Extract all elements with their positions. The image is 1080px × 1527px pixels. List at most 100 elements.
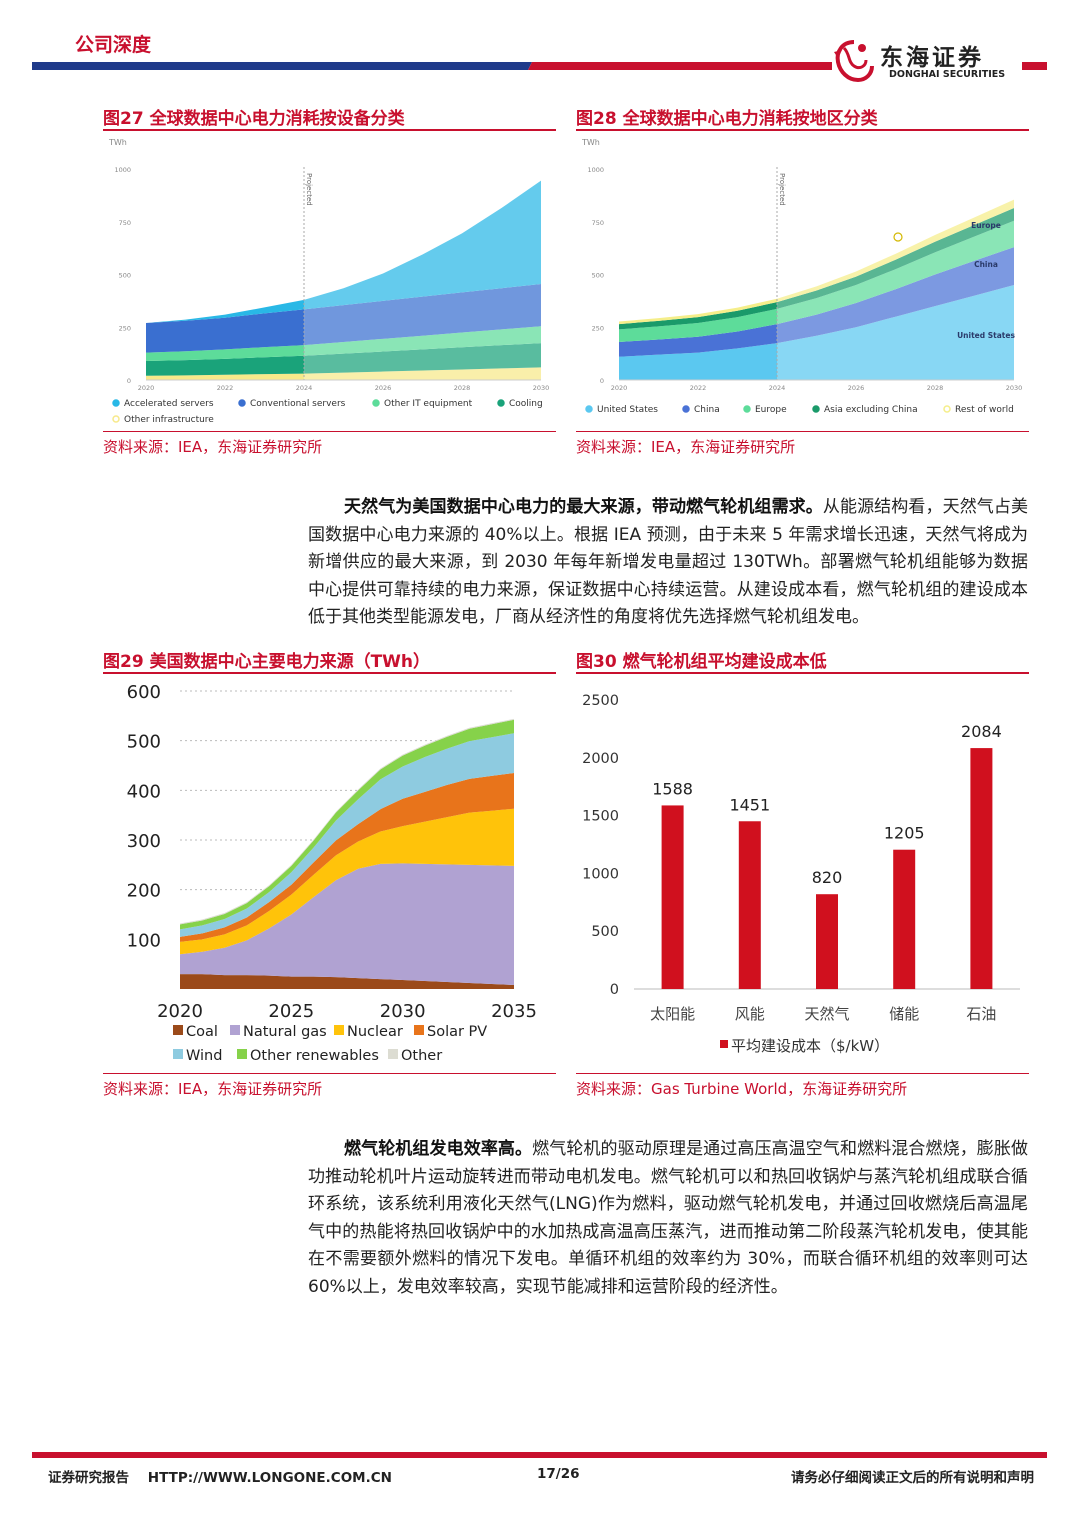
x-tick-label-2035: 2035 <box>491 1001 537 1022</box>
x-tick-label-1: 风能 <box>735 1005 765 1023</box>
fig27-bottom-rule <box>103 431 556 432</box>
legend-label-natural-gas: Natural gas <box>243 1024 327 1040</box>
footer-report-url[interactable]: 证券研究报告 HTTP://WWW.LONGONE.COM.CN <box>48 1470 392 1486</box>
x-tick-label-2030: 2030 <box>533 384 550 392</box>
legend-swatch-conventional-servers <box>238 399 246 407</box>
paragraph-efficiency-body: 燃气轮机的驱动原理是通过高压高温空气和燃料混合燃烧，膨胀做功推动轮机叶片运动旋转… <box>308 1139 1029 1297</box>
y-tick-label-100: 100 <box>127 930 161 951</box>
x-tick-label-2022: 2022 <box>217 384 234 392</box>
area-series-solar-pv <box>180 772 514 942</box>
paragraph-natural-gas-lead: 天然气为美国数据中心电力的最大来源，带动燃气轮机组需求。 <box>344 497 823 517</box>
legend-swatch-wind <box>173 1049 183 1059</box>
bar-2 <box>816 894 838 989</box>
bar-value-label-0: 1588 <box>652 779 693 798</box>
legend-swatch-nuclear <box>334 1025 344 1035</box>
fig27-rule <box>103 129 556 131</box>
y-tick-label-500: 500 <box>591 924 619 940</box>
header-section-title: 公司深度 <box>75 34 152 56</box>
y-tick-label-200: 200 <box>127 881 161 902</box>
fig30-rule <box>576 672 1029 674</box>
x-tick-label-2022: 2022 <box>690 384 707 392</box>
legend-label-conventional-servers: Conventional servers <box>250 399 346 409</box>
fig27-source: 资料来源：IEA，东海证券研究所 <box>103 438 323 456</box>
x-tick-label-2: 天然气 <box>804 1005 849 1023</box>
y-tick-label-300: 300 <box>127 831 161 852</box>
bar-3 <box>893 849 916 989</box>
x-tick-label-2020: 2020 <box>611 384 628 392</box>
y-tick-label-250: 250 <box>119 324 131 332</box>
legend-label: 平均建设成本（$/kW） <box>731 1037 889 1055</box>
legend-swatch-rest-of-world <box>943 405 951 413</box>
legend-label-other-infrastructure: Other infrastructure <box>124 415 214 425</box>
y-axis-unit: TWh <box>581 138 600 147</box>
fig28-rule <box>576 129 1029 131</box>
x-tick-label-2028: 2028 <box>454 384 471 392</box>
legend-label-wind: Wind <box>186 1048 222 1064</box>
footer-bar <box>32 1452 1047 1458</box>
footer-page-number: 17/26 <box>537 1466 580 1482</box>
legend-label-other-it-equipment: Other IT equipment <box>384 399 473 409</box>
y-tick-label-600: 600 <box>127 682 161 703</box>
x-tick-label-2024: 2024 <box>769 384 786 392</box>
x-tick-label-2024: 2024 <box>296 384 313 392</box>
legend-swatch-asia-excluding-china <box>812 405 820 413</box>
area-series-wind <box>180 733 514 937</box>
paragraph-natural-gas: 天然气为美国数据中心电力的最大来源，带动燃气轮机组需求。从能源结构看，天然气占美… <box>308 494 1028 632</box>
legend-label-europe: Europe <box>755 405 787 415</box>
footer-disclaimer: 请务必仔细阅读正文后的所有说明和声明 <box>791 1470 1034 1486</box>
legend-swatch-solar-pv <box>414 1025 424 1035</box>
y-tick-label-0: 0 <box>127 377 131 385</box>
area-series-other-it-equipment <box>146 326 541 362</box>
fig28-bottom-rule <box>576 431 1029 432</box>
legend-label-nuclear: Nuclear <box>347 1024 403 1040</box>
fig30-title: 图30 燃气轮机组平均建设成本低 <box>576 652 827 672</box>
paragraph-efficiency-lead: 燃气轮机组发电效率高。 <box>344 1139 533 1159</box>
dragon-logo-icon <box>834 40 874 83</box>
highlight-marker <box>893 232 903 242</box>
fig28-source: 资料来源：IEA，东海证券研究所 <box>576 438 796 456</box>
legend-swatch-coal <box>173 1025 183 1035</box>
legend-label-other-renewables: Other renewables <box>250 1048 379 1064</box>
area-series-united-states <box>619 285 1014 380</box>
area-series-cooling <box>146 343 541 376</box>
y-tick-label-1500: 1500 <box>582 809 619 825</box>
donghai-logo: 东海证券 DONGHAI SECURITIES <box>832 36 1022 86</box>
y-tick-label-400: 400 <box>127 781 161 802</box>
bar-value-label-3: 1205 <box>884 824 925 843</box>
area-series-europe <box>619 220 1014 343</box>
fig30-source: 资料来源：Gas Turbine World，东海证券研究所 <box>576 1080 908 1098</box>
y-tick-label-0: 0 <box>600 377 604 385</box>
x-tick-label-0: 太阳能 <box>650 1005 695 1023</box>
x-tick-label-2025: 2025 <box>268 1001 314 1022</box>
y-tick-label-2000: 2000 <box>582 751 619 767</box>
legend-label-rest-of-world: Rest of world <box>955 405 1014 415</box>
fig29-chart: 100 200 300 400 500 600 2020 2025 2030 2035 Coal Na… <box>127 682 537 1064</box>
legend-swatch-europe <box>743 405 751 413</box>
x-tick-label-2020: 2020 <box>157 1001 203 1022</box>
legend-label-china: China <box>694 405 720 415</box>
legend-swatch-other-infrastructure <box>112 415 120 423</box>
fig29-rule <box>103 672 556 674</box>
legend-swatch-other-renewables <box>237 1049 247 1059</box>
bar-1 <box>738 821 761 989</box>
legend-swatch-china <box>682 405 690 413</box>
y-tick-label-1000: 1000 <box>114 166 131 174</box>
legend-swatch <box>720 1040 728 1048</box>
legend-swatch-natural-gas <box>230 1025 240 1035</box>
legend-label-united-states: United States <box>597 405 658 415</box>
area-series-nuclear <box>180 808 514 955</box>
y-tick-label-2500: 2500 <box>582 693 619 709</box>
logo-english-name: DONGHAI SECURITIES <box>889 69 1006 80</box>
legend-label-other: Other <box>401 1048 442 1064</box>
area-series-coal <box>180 974 514 989</box>
y-tick-label-0: 0 <box>610 982 619 998</box>
legend-label-asia-excluding-china: Asia excluding China <box>824 405 918 415</box>
fig29-source: 资料来源：IEA，东海证券研究所 <box>103 1080 323 1098</box>
y-tick-label-500: 500 <box>127 732 161 753</box>
projected-region-overlay <box>304 159 541 380</box>
x-tick-label-2030: 2030 <box>1006 384 1023 392</box>
legend-label-solar-pv: Solar PV <box>427 1024 487 1040</box>
fig27-chart: TWh 0 250 500 750 1000 2020 2022 2024 2026 2028 203… <box>108 138 550 425</box>
area-series-natural-gas <box>180 863 514 986</box>
legend-swatch-united-states <box>585 405 593 413</box>
